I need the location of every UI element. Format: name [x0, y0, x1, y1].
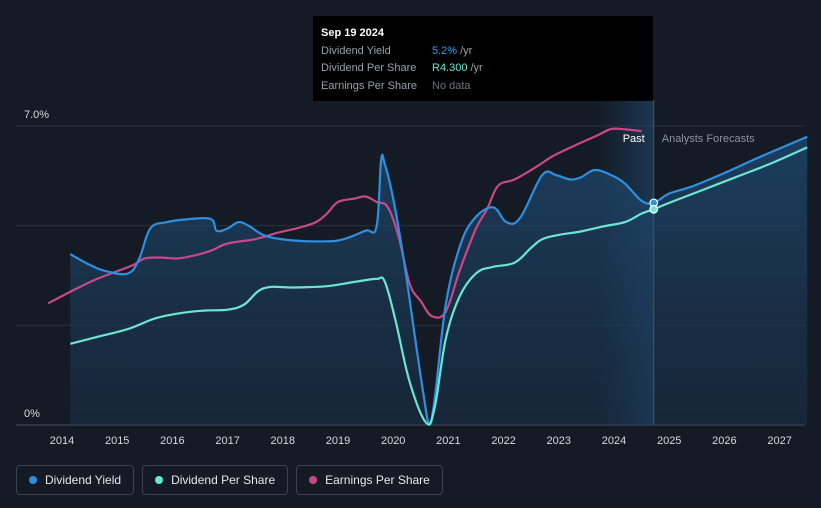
x-tick-label: 2016: [160, 435, 184, 447]
tooltip-value: R4.300: [432, 62, 468, 74]
x-tick-label: 2024: [602, 435, 626, 447]
tooltip-date: Sep 19 2024: [321, 27, 384, 39]
dividend-yield-area: [70, 136, 808, 425]
legend-item-earnings-per-share[interactable]: Earnings Per Share: [296, 465, 443, 495]
legend-dot-icon: [29, 476, 37, 484]
x-tick-label: 2014: [50, 435, 74, 447]
legend-dot-icon: [155, 476, 164, 484]
x-tick-label: 2027: [767, 435, 791, 447]
legend-label: Dividend Per Share: [171, 473, 276, 487]
dividend-per-share-marker: [649, 204, 659, 214]
tooltip-markers: [649, 198, 659, 214]
tooltip-label: Earnings Per Share: [321, 79, 417, 92]
tooltip-label: Dividend Yield: [321, 44, 391, 57]
x-tick-label: 2025: [657, 435, 681, 447]
x-tick-label: 2026: [712, 435, 736, 447]
legend-label: Dividend Yield: [45, 473, 122, 487]
earnings-per-share-line: [47, 127, 642, 319]
y-axis-label-bottom: 0%: [24, 408, 40, 420]
legend-item-dividend-per-share[interactable]: Dividend Per Share: [142, 465, 289, 495]
y-axis-label-top: 7.0%: [24, 109, 49, 121]
x-axis-ticks: 2014 2015 2016 2017 2018 2019 2020 2021 2022 2023…: [50, 435, 792, 447]
tooltip-row-dividend-per-share: Dividend Per Share R4.300 /yr: [321, 60, 645, 78]
tooltip-value: No data: [432, 79, 471, 92]
x-tick-label: 2015: [105, 435, 129, 447]
past-label: Past: [623, 133, 645, 145]
x-tick-label: 2020: [381, 435, 405, 447]
x-tick-label: 2019: [326, 435, 350, 447]
tooltip-unit: /yr: [470, 62, 483, 74]
legend-item-dividend-yield[interactable]: Dividend Yield: [16, 465, 135, 495]
dividend-chart: 7.0% 0% Past Analysts Forecasts 2014 2015…: [16, 100, 808, 447]
tooltip-row-dividend-yield: Dividend Yield 5.2% /yr: [321, 43, 645, 61]
forecast-label: Analysts Forecasts: [662, 133, 755, 145]
x-tick-label: 2017: [215, 435, 239, 447]
x-tick-label: 2021: [436, 435, 460, 447]
tooltip-unit: /yr: [460, 44, 473, 57]
legend: Dividend Yield Dividend Per Share Earnin…: [16, 465, 443, 495]
x-tick-label: 2023: [547, 435, 571, 447]
legend-dot-icon: [309, 476, 318, 484]
dividend-yield-line: [69, 135, 808, 425]
legend-label: Earnings Per Share: [325, 473, 430, 487]
tooltip: Sep 19 2024 Dividend Yield 5.2% /yr Divi…: [313, 16, 653, 101]
dividend-per-share-line: [70, 146, 808, 426]
x-tick-label: 2022: [491, 435, 515, 447]
x-tick-label: 2018: [271, 435, 295, 447]
tooltip-label: Dividend Per Share: [321, 62, 417, 74]
tooltip-row-earnings-per-share: Earnings Per Share No data: [321, 78, 645, 96]
tooltip-value: 5.2%: [432, 44, 458, 57]
series-layer: [47, 127, 808, 426]
